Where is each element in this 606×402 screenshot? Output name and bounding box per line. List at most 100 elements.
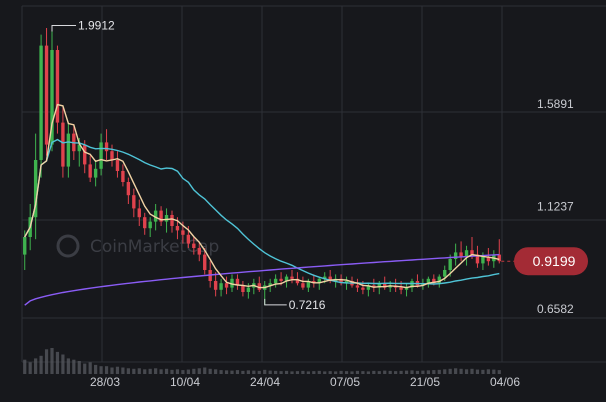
volume-bar [443, 369, 447, 374]
candle-body [230, 278, 234, 288]
volume-bar [481, 369, 485, 374]
volume-bar [148, 368, 152, 374]
volume-bar [241, 370, 245, 374]
low-annotation-label: 0.7216 [289, 298, 326, 312]
volume-bar [230, 370, 234, 374]
volume-bar [34, 358, 38, 374]
volume-bar [284, 370, 289, 374]
volume-bar [28, 362, 32, 374]
volume-bar [459, 368, 463, 374]
candle-body [148, 221, 152, 229]
candle-body [93, 168, 98, 178]
candle-body [104, 142, 109, 152]
volume-bar [154, 368, 158, 374]
candle-body [306, 281, 311, 288]
candle-body [132, 195, 136, 209]
candle-body [459, 252, 463, 257]
volume-bar [137, 368, 141, 374]
x-tick-label: 28/03 [90, 375, 120, 389]
volume-bar [132, 368, 136, 374]
volume-bar [197, 368, 201, 374]
volume-bar [361, 371, 365, 374]
candle-body [284, 276, 289, 281]
candle-body [475, 254, 480, 264]
candle-body [464, 250, 469, 257]
volume-bar [175, 369, 180, 374]
candle-body [339, 278, 343, 284]
candle-body [143, 217, 147, 229]
volume-bar [323, 371, 327, 374]
volume-bar [246, 370, 250, 374]
candle-body [203, 254, 207, 270]
volume-bar [252, 370, 256, 374]
candle-body [273, 278, 278, 284]
volume-bar [170, 369, 174, 374]
volume-bar [115, 366, 120, 374]
volume-bar [295, 371, 300, 374]
volume-bar [317, 370, 321, 374]
candle-body [175, 226, 180, 231]
grid [21, 5, 606, 363]
candle-body [301, 283, 305, 288]
candle-body [453, 252, 458, 259]
volume-bar [486, 369, 490, 374]
volume-bar [192, 368, 196, 374]
volume-bar [290, 371, 294, 374]
volume-bar [110, 367, 114, 374]
candle-body [219, 283, 223, 290]
candle-body [126, 182, 131, 196]
candle-body [61, 122, 65, 167]
candle-body [55, 50, 60, 123]
candle-body [33, 160, 38, 218]
candle-body [279, 278, 283, 281]
candle-body [39, 45, 43, 160]
candle-body [268, 283, 272, 286]
candle-body [344, 281, 349, 284]
volume-bar [383, 370, 387, 374]
candle-body [246, 287, 251, 292]
candle-body [170, 215, 174, 226]
volume-bar [366, 371, 370, 374]
ma-long-line [24, 253, 500, 306]
volume-bar [399, 370, 403, 374]
volume-bar [203, 367, 207, 374]
volume-bar [104, 366, 109, 374]
candle-body [383, 283, 387, 288]
x-tick-label: 04/06 [490, 375, 520, 389]
candle-body [404, 287, 409, 290]
candle-body [224, 283, 229, 288]
volume-bar [448, 368, 452, 374]
volume-bar [334, 371, 338, 374]
candle-body [432, 278, 436, 284]
ma-short-line [24, 103, 500, 289]
y-tick-label: 1.5891 [537, 97, 574, 111]
volume-bar [437, 369, 441, 374]
candle-body [66, 133, 71, 167]
volume-bar [50, 348, 54, 374]
candle-body [23, 237, 27, 255]
volume-bar [350, 371, 354, 374]
volume-bar [497, 370, 501, 374]
volume-bars [23, 348, 501, 374]
candle-body [497, 254, 501, 262]
candle-body [213, 281, 218, 290]
volume-bar [355, 370, 360, 374]
volume-bar [219, 370, 223, 374]
volume-bar [432, 370, 436, 374]
candle-body [137, 208, 141, 218]
volume-bar [39, 355, 43, 374]
candle-body [77, 144, 81, 152]
volume-bar [312, 371, 316, 374]
candle-body [83, 144, 87, 165]
volume-bar [99, 366, 103, 374]
candle-body [399, 287, 403, 290]
volume-bar [475, 369, 480, 374]
candle-body [121, 171, 125, 182]
x-tick-label: 24/04 [250, 375, 280, 389]
candle-body [377, 283, 381, 288]
volume-bar [344, 371, 349, 374]
volume-bar [143, 369, 147, 374]
volume-bar [470, 368, 474, 374]
candle-body [159, 210, 163, 222]
